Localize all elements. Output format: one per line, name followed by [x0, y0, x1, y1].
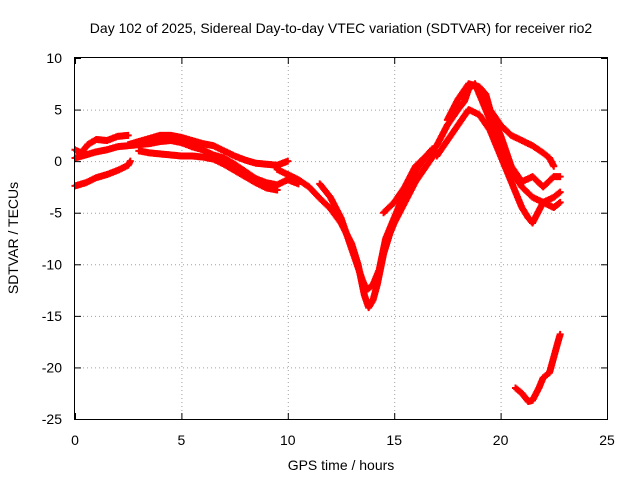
chart-title: Day 102 of 2025, Sidereal Day-to-day VTE…: [90, 20, 593, 36]
x-tick-label: 10: [280, 432, 296, 448]
data-point: [273, 186, 281, 194]
data-point: [550, 162, 558, 170]
data-point: [555, 199, 563, 207]
x-tick-label: 0: [71, 432, 79, 448]
series-arc-5: [135, 147, 281, 194]
x-tick-label: 15: [386, 432, 402, 448]
series-arc-2: [71, 137, 302, 189]
y-tick-label: 10: [46, 50, 62, 66]
data-point: [556, 173, 564, 181]
data-points: [71, 80, 564, 405]
data-point: [556, 330, 564, 338]
x-tick-label: 25: [599, 432, 615, 448]
series-arc-9: [433, 106, 564, 227]
y-tick-label: -10: [42, 256, 62, 272]
y-tick-label: -15: [42, 308, 62, 324]
data-point: [555, 189, 563, 197]
axis-ticks: 0 5 10 15 20 25 -25 -20 -15 -10 -5 0 5 10: [42, 50, 615, 448]
data-point: [556, 188, 564, 196]
x-tick-label: 5: [178, 432, 186, 448]
data-point: [126, 157, 134, 165]
plot-frame: [74, 57, 608, 420]
y-tick-label: -25: [42, 411, 62, 427]
y-tick-label: 5: [54, 102, 62, 118]
y-axis-label: SDTVAR / TECUs: [5, 182, 21, 294]
x-tick-label: 20: [493, 432, 509, 448]
series-arc-11: [475, 90, 558, 170]
data-point: [124, 131, 132, 139]
series-arc-12: [511, 330, 564, 405]
grid: [75, 58, 607, 419]
data-point: [556, 198, 564, 206]
y-tick-label: 0: [54, 153, 62, 169]
series-arc-10: [443, 80, 564, 191]
data-point: [284, 157, 292, 165]
x-axis-label: GPS time / hours: [288, 457, 395, 473]
series-arc-3: [71, 157, 134, 190]
y-tick-label: -20: [42, 359, 62, 375]
y-tick-label: -5: [50, 205, 63, 221]
series-arc-4: [124, 131, 292, 169]
